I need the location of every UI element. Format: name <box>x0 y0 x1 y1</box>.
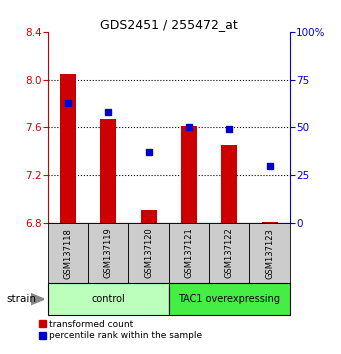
Text: TAC1 overexpressing: TAC1 overexpressing <box>178 294 280 304</box>
Text: GSM137121: GSM137121 <box>184 228 193 279</box>
Bar <box>209 223 250 283</box>
Bar <box>140 210 157 223</box>
Bar <box>100 119 116 223</box>
Text: GSM137123: GSM137123 <box>265 228 274 279</box>
Text: strain: strain <box>7 294 37 304</box>
Bar <box>169 283 290 315</box>
Text: control: control <box>91 294 125 304</box>
Text: GSM137120: GSM137120 <box>144 228 153 279</box>
Bar <box>181 126 197 223</box>
Text: GSM137119: GSM137119 <box>104 228 113 279</box>
Legend: transformed count, percentile rank within the sample: transformed count, percentile rank withi… <box>39 320 203 340</box>
Polygon shape <box>31 293 44 305</box>
Bar <box>88 223 129 283</box>
Bar <box>48 283 169 315</box>
Text: GSM137122: GSM137122 <box>225 228 234 279</box>
Bar <box>262 222 278 223</box>
Title: GDS2451 / 255472_at: GDS2451 / 255472_at <box>100 18 238 31</box>
Bar <box>221 145 237 223</box>
Bar <box>129 223 169 283</box>
Bar <box>250 223 290 283</box>
Bar <box>48 223 88 283</box>
Bar <box>169 223 209 283</box>
Bar <box>60 74 76 223</box>
Text: GSM137118: GSM137118 <box>63 228 72 279</box>
